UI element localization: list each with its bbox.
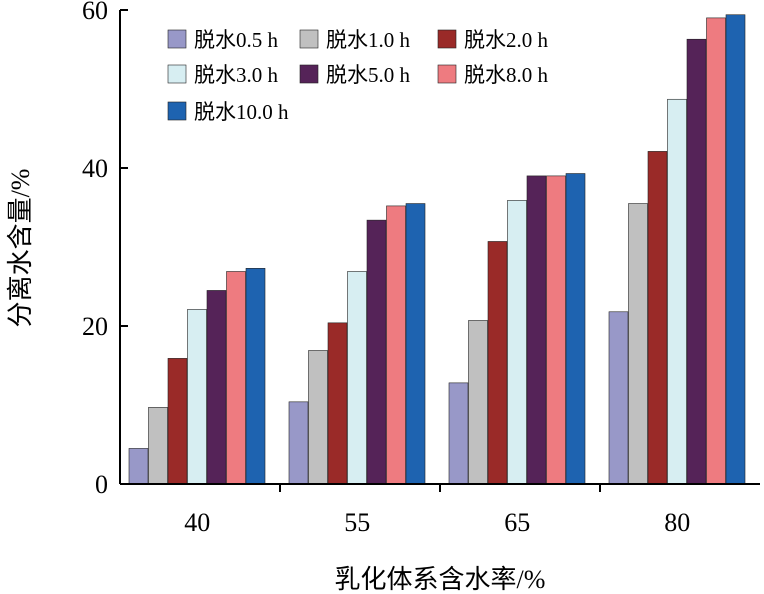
x-tick-label: 65 <box>504 508 530 537</box>
legend-label: 脱水5.0 h <box>326 63 410 87</box>
bar-40-7 <box>245 268 266 485</box>
bar-65-6 <box>546 175 566 485</box>
bar-40-5 <box>206 290 227 485</box>
bar-65-5 <box>526 175 547 485</box>
bar-80-7 <box>725 14 746 485</box>
y-axis-title: 分离水含量/% <box>6 169 35 328</box>
legend: 脱水0.5 h 脱水1.0 h 脱水2.0 h 脱水3.0 h 脱水5.0 h 脱水8.0… <box>167 28 548 124</box>
legend-swatch <box>167 29 187 49</box>
y-tick-label: 40 <box>82 154 108 183</box>
y-tick-label: 0 <box>95 470 108 499</box>
bar-80-6 <box>706 17 726 485</box>
bar-80-4 <box>667 98 687 485</box>
x-tick-label: 55 <box>344 508 370 537</box>
bar-55-4 <box>347 271 367 485</box>
x-tick-label: 40 <box>184 508 210 537</box>
bar-55-2 <box>308 350 328 485</box>
bar-65-3 <box>487 241 508 485</box>
bar-55-6 <box>386 205 406 485</box>
legend-label: 脱水2.0 h <box>464 28 548 52</box>
x-ticks: 40 55 65 80 <box>184 484 690 537</box>
bar-40-4 <box>187 309 207 485</box>
legend-swatch <box>167 101 187 121</box>
legend-swatch <box>299 64 319 84</box>
y-ticks: 0 20 40 60 <box>82 0 128 499</box>
bar-80-3 <box>647 151 668 485</box>
bar-80-1 <box>608 311 629 485</box>
y-tick-label: 20 <box>82 312 108 341</box>
bar-65-7 <box>565 173 586 485</box>
bar-65-4 <box>507 200 527 485</box>
bar-80-5 <box>686 38 707 485</box>
bar-55-7 <box>405 203 426 485</box>
x-tick-label: 80 <box>664 508 690 537</box>
legend-label: 脱水1.0 h <box>326 28 410 52</box>
legend-label: 脱水8.0 h <box>464 63 548 87</box>
bars-group <box>128 14 746 485</box>
bar-65-2 <box>468 320 488 485</box>
y-tick-label: 60 <box>82 0 108 25</box>
x-axis-title: 乳化体系含水率/% <box>335 565 546 594</box>
bar-80-2 <box>628 203 648 485</box>
bar-40-2 <box>148 407 168 485</box>
legend-swatch <box>299 29 319 49</box>
bar-55-5 <box>366 219 387 485</box>
legend-label: 脱水3.0 h <box>194 63 278 87</box>
legend-swatch <box>167 64 187 84</box>
bar-40-6 <box>226 271 246 485</box>
legend-swatch <box>437 64 457 84</box>
bar-65-1 <box>448 382 469 485</box>
bar-55-1 <box>288 401 309 485</box>
legend-label: 脱水10.0 h <box>194 100 289 124</box>
bar-40-3 <box>167 358 188 485</box>
legend-label: 脱水0.5 h <box>194 28 278 52</box>
bar-55-3 <box>327 322 348 485</box>
legend-swatch <box>437 29 457 49</box>
bar-40-1 <box>128 448 149 485</box>
